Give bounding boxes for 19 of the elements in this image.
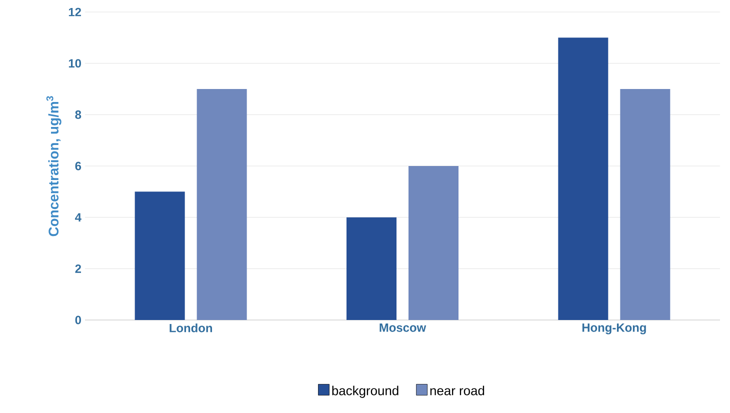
y-tick-label: 12 xyxy=(68,8,81,16)
y-tick-label: 6 xyxy=(75,162,82,170)
y-tick-label: 10 xyxy=(68,59,81,68)
y-tick-label: 2 xyxy=(75,264,82,273)
y-tick-label: 4 xyxy=(75,213,82,222)
bar xyxy=(134,192,185,320)
x-tick-label: Moscow xyxy=(380,324,426,332)
y-tick-label: 8 xyxy=(75,110,82,119)
y-axis-title: Concentration, ug/m$^{3}$ xyxy=(46,96,62,236)
y-tick-label: 0 xyxy=(75,316,81,324)
legend-label: near road xyxy=(430,386,484,396)
bar xyxy=(558,38,608,320)
x-tick-label: Hong-Kong xyxy=(582,324,646,334)
bar xyxy=(196,89,247,320)
bar xyxy=(346,217,397,320)
x-tick-label: London xyxy=(170,324,212,332)
bar xyxy=(620,89,670,320)
legend-label: background xyxy=(332,386,398,398)
bar xyxy=(408,166,459,320)
